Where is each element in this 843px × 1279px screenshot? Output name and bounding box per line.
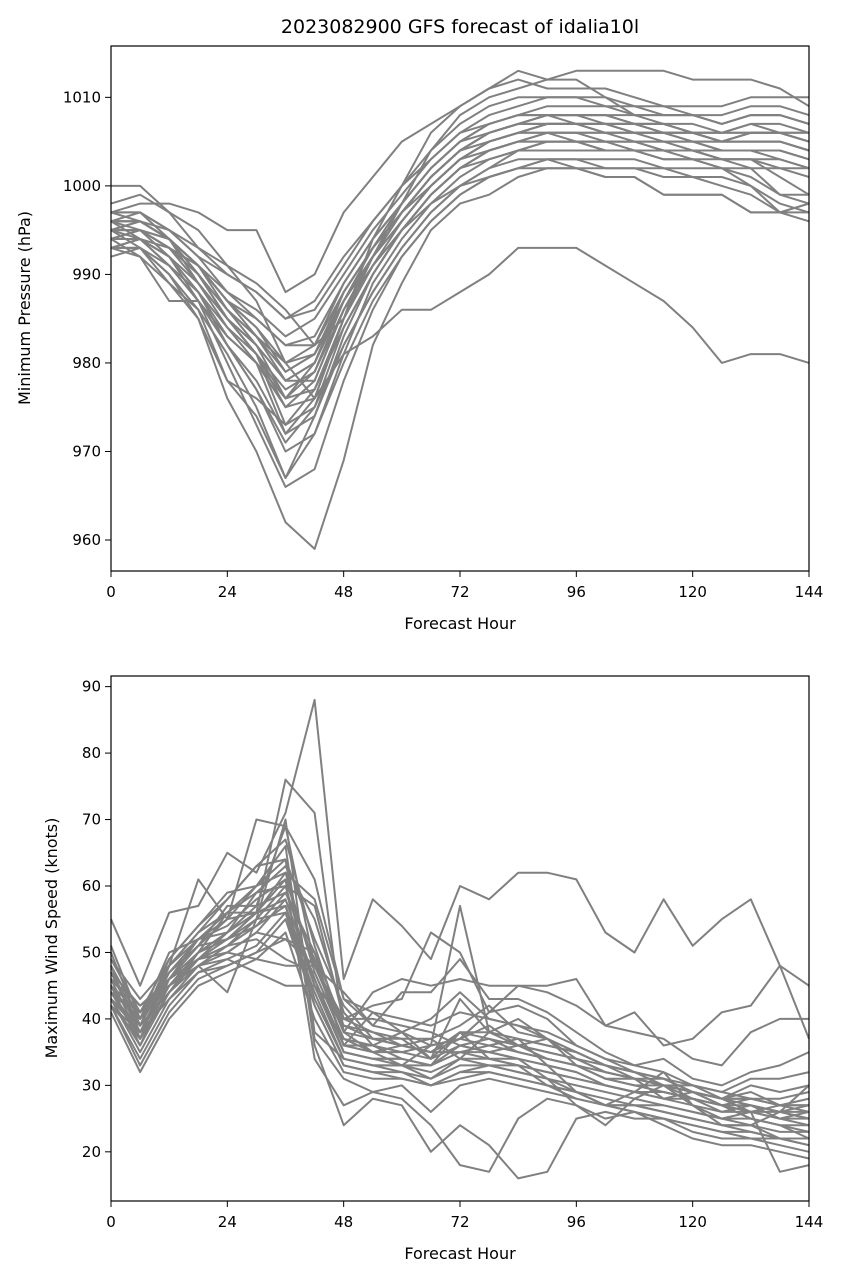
wind-x-tick-label: 72 [450, 1213, 469, 1231]
wind-series-line-31 [110, 838, 809, 1107]
wind-series-line-28 [110, 911, 809, 1140]
pressure-x-axis-label: Forecast Hour [404, 614, 516, 633]
wind-x-axis-label: Forecast Hour [404, 1244, 516, 1263]
pressure-series-line-18 [110, 140, 809, 479]
pressure-y-tick-label: 990 [72, 265, 101, 283]
pressure-y-tick-label: 980 [72, 354, 101, 372]
wind-y-axis: 20 30 40 50 60 70 80 90 [82, 678, 111, 1161]
pressure-series-line-31 [111, 114, 809, 373]
wind-x-tick-label: 96 [567, 1213, 586, 1231]
wind-y-tick-label: 70 [82, 811, 101, 829]
wind-series-line-15 [110, 845, 810, 1180]
pressure-y-axis: 960 970 980 990 1000 1010 [63, 88, 111, 549]
wind-y-tick-label: 90 [82, 678, 101, 696]
pressure-x-axis: 0 24 48 72 96 120 144 [106, 571, 823, 601]
pressure-plot-area [110, 69, 810, 550]
wind-series-line-26 [110, 898, 810, 1147]
pressure-x-tick-label: 48 [334, 583, 353, 601]
wind-series-line-30 [110, 885, 810, 1120]
wind-x-tick-label: 120 [678, 1213, 707, 1231]
pressure-series-line-3 [110, 78, 809, 294]
wind-y-tick-label: 50 [82, 943, 101, 961]
pressure-series-line-27 [111, 105, 810, 347]
pressure-y-tick-label: 970 [72, 442, 101, 460]
wind-x-tick-label: 144 [795, 1213, 824, 1231]
pressure-series-line-6 [110, 114, 810, 320]
wind-y-tick-label: 20 [82, 1143, 101, 1161]
wind-x-tick-label: 0 [106, 1213, 116, 1231]
wind-y-tick-label: 60 [82, 877, 101, 895]
wind-chart: 0 24 48 72 96 120 144 20 30 40 50 60 70 80 90 Forecas… [42, 675, 823, 1263]
chart-title: 2023082900 GFS forecast of idalia10l [281, 16, 639, 38]
pressure-series-line-24 [111, 167, 810, 550]
pressure-chart: 2023082900 GFS forecast of idalia10l 0 24… [15, 16, 823, 633]
pressure-x-tick-label: 144 [795, 583, 824, 601]
wind-series-line-4 [110, 825, 810, 1087]
pressure-y-tick-label: 1010 [63, 88, 101, 106]
wind-x-tick-label: 48 [334, 1213, 353, 1231]
wind-series-line-16 [110, 878, 810, 1173]
wind-series-line-27 [110, 904, 810, 1147]
wind-y-axis-label: Maximum Wind Speed (knots) [42, 818, 61, 1059]
pressure-y-tick-label: 960 [72, 531, 101, 549]
wind-y-tick-label: 80 [82, 744, 101, 762]
wind-x-axis: 0 24 48 72 96 120 144 [106, 1201, 823, 1231]
pressure-x-tick-label: 0 [106, 583, 116, 601]
pressure-x-tick-label: 96 [567, 583, 586, 601]
wind-plot-area [110, 698, 810, 1180]
wind-y-tick-label: 30 [82, 1076, 101, 1094]
pressure-x-tick-label: 24 [218, 583, 237, 601]
pressure-x-tick-label: 120 [678, 583, 707, 601]
wind-x-tick-label: 24 [218, 1213, 237, 1231]
wind-y-tick-label: 40 [82, 1010, 101, 1028]
wind-series-line-1 [110, 698, 810, 987]
pressure-y-axis-label: Minimum Pressure (hPa) [15, 211, 34, 405]
pressure-y-tick-label: 1000 [63, 177, 101, 195]
pressure-x-tick-label: 72 [450, 583, 469, 601]
